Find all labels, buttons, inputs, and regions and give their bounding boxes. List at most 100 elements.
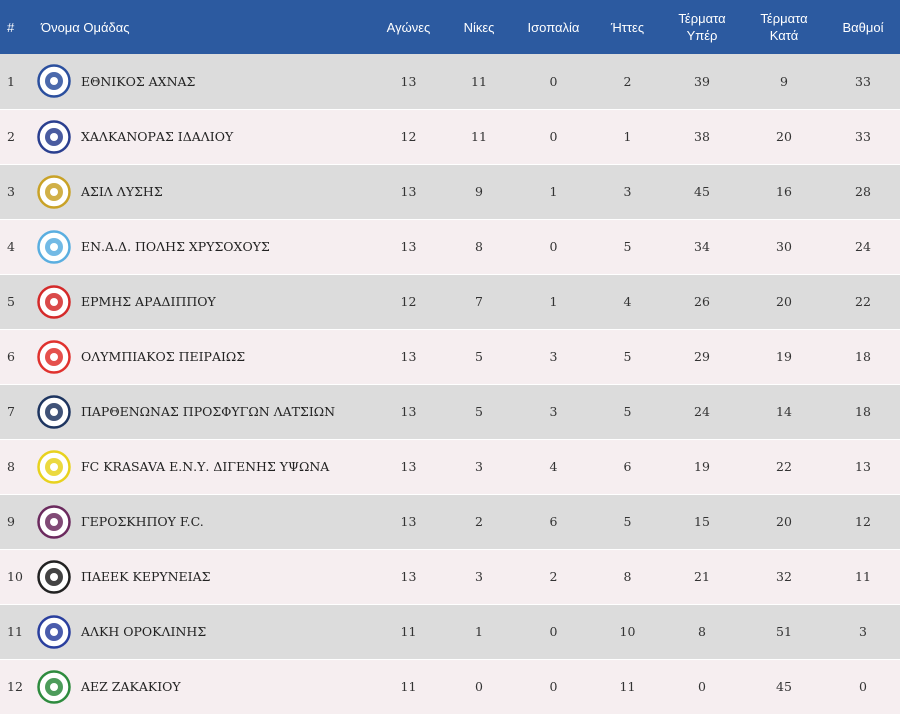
- team-name: FC KRASAVA Ε.Ν.Υ. ΔΙΓΕΝΗΣ ΥΨΩΝΑ: [81, 459, 330, 474]
- draws-cell: 0: [514, 658, 593, 714]
- team-name: ΑΕΖ ΖΑΚΑΚΙΟΥ: [81, 679, 181, 695]
- header-position: #: [7, 19, 15, 35]
- table-row: 5 ΕΡΜΗΣ ΑΡΑΔΙΠΠΟΥ 12 7 1 4 26 20 22: [0, 273, 900, 329]
- team-link[interactable]: ΧΑΛΚΑΝΟΡΑΣ ΙΔΑΛΙΟΥ: [36, 119, 373, 155]
- goals-against-cell: 22: [742, 438, 826, 494]
- goals-against-cell: 19: [742, 328, 826, 384]
- header-losses: Ήττες: [610, 19, 645, 35]
- team-crest-icon: [36, 119, 72, 155]
- team-link[interactable]: ΑΛΚΗ ΟΡΟΚΛΙΝΗΣ: [36, 614, 373, 650]
- team-name: ΕΡΜΗΣ ΑΡΑΔΙΠΠΟΥ: [81, 294, 216, 309]
- played-cell: 13: [373, 163, 444, 219]
- goals-for-cell: 15: [662, 493, 742, 549]
- team-cell: FC KRASAVA Ε.Ν.Υ. ΔΙΓΕΝΗΣ ΥΨΩΝΑ: [33, 438, 373, 494]
- points-cell: 13: [826, 438, 900, 494]
- draws-cell: 0: [514, 108, 593, 164]
- team-link[interactable]: ΑΣΙΛ ΛΥΣΗΣ: [36, 174, 373, 210]
- losses-cell: 1: [593, 108, 662, 164]
- draws-cell: 0: [514, 603, 593, 659]
- team-link[interactable]: ΕΘΝΙΚΟΣ ΑΧΝΑΣ: [36, 63, 373, 99]
- losses-cell: 11: [593, 658, 662, 714]
- goals-for-cell: 0: [662, 658, 742, 714]
- team-crest-icon: [36, 504, 72, 540]
- team-crest-icon: [36, 614, 72, 650]
- goals-against-cell: 30: [742, 218, 826, 274]
- wins-cell: 0: [444, 658, 514, 714]
- goals-against-cell: 20: [742, 108, 826, 164]
- wins-cell: 8: [444, 218, 514, 274]
- header-played: Αγώνες: [386, 19, 431, 35]
- draws-cell: 3: [514, 383, 593, 439]
- table-row: 11 ΑΛΚΗ ΟΡΟΚΛΙΝΗΣ 11 1 0 10 8 51 3: [0, 603, 900, 659]
- team-crest-icon: [36, 229, 72, 265]
- position-cell: 5: [0, 273, 33, 329]
- team-name: ΕΝ.Α.Δ. ΠΟΛΗΣ ΧΡΥΣΟΧΟΥΣ: [81, 239, 270, 254]
- team-name: ΟΛΥΜΠΙΑΚΟΣ ΠΕΙΡΑΙΩΣ: [81, 349, 246, 364]
- draws-cell: 1: [514, 163, 593, 219]
- wins-cell: 3: [444, 438, 514, 494]
- goals-for-cell: 39: [694, 73, 710, 89]
- team-link[interactable]: ΕΝ.Α.Δ. ΠΟΛΗΣ ΧΡΥΣΟΧΟΥΣ: [36, 229, 373, 265]
- wins-cell: 3: [444, 548, 514, 604]
- team-crest-icon: [36, 559, 72, 595]
- team-link[interactable]: ΓΕΡΟΣΚΗΠΟΥ F.C.: [36, 504, 373, 540]
- draws-cell: 2: [514, 548, 593, 604]
- position-cell: 11: [0, 603, 33, 659]
- team-name: ΓΕΡΟΣΚΗΠΟΥ F.C.: [81, 514, 204, 529]
- goals-for-cell: 26: [662, 273, 742, 329]
- losses-cell: 6: [593, 438, 662, 494]
- team-link[interactable]: ΟΛΥΜΠΙΑΚΟΣ ΠΕΙΡΑΙΩΣ: [36, 339, 373, 375]
- goals-against-cell: 16: [742, 163, 826, 219]
- table-row: 10 ΠΑΕΕΚ ΚΕΡΥΝΕΙΑΣ 13 3 2 8 21 32 11: [0, 548, 900, 604]
- team-link[interactable]: ΑΕΖ ΖΑΚΑΚΙΟΥ: [36, 669, 373, 705]
- losses-cell: 5: [593, 218, 662, 274]
- played-cell: 11: [373, 603, 444, 659]
- team-crest-icon: [36, 449, 72, 485]
- team-link[interactable]: ΕΡΜΗΣ ΑΡΑΔΙΠΠΟΥ: [36, 284, 373, 320]
- wins-cell: 5: [444, 328, 514, 384]
- position-cell: 8: [0, 438, 33, 494]
- team-cell: ΕΝ.Α.Δ. ΠΟΛΗΣ ΧΡΥΣΟΧΟΥΣ: [33, 218, 373, 274]
- position-cell: 10: [0, 548, 33, 604]
- team-cell: ΠΑΕΕΚ ΚΕΡΥΝΕΙΑΣ: [33, 548, 373, 604]
- draws-cell: 0: [549, 73, 558, 89]
- played-cell: 13: [373, 438, 444, 494]
- team-link[interactable]: FC KRASAVA Ε.Ν.Υ. ΔΙΓΕΝΗΣ ΥΨΩΝΑ: [36, 449, 373, 485]
- team-crest-icon: [36, 63, 72, 99]
- team-link[interactable]: ΠΑΕΕΚ ΚΕΡΥΝΕΙΑΣ: [36, 559, 373, 595]
- losses-cell: 5: [593, 383, 662, 439]
- points-cell: 18: [826, 383, 900, 439]
- played-cell: 11: [373, 658, 444, 714]
- losses-cell: 3: [593, 163, 662, 219]
- losses-cell: 8: [593, 548, 662, 604]
- played-cell: 12: [373, 273, 444, 329]
- goals-against-cell: 9: [780, 73, 788, 89]
- points-cell: 12: [826, 493, 900, 549]
- table-row: 4 ΕΝ.Α.Δ. ΠΟΛΗΣ ΧΡΥΣΟΧΟΥΣ 13 8 0 5 34 30 24: [0, 218, 900, 274]
- team-link[interactable]: ΠΑΡΘΕΝΩΝΑΣ ΠΡΟΣΦΥΓΩΝ ΛΑΤΣΙΩΝ: [36, 394, 373, 430]
- table-row: 6 ΟΛΥΜΠΙΑΚΟΣ ΠΕΙΡΑΙΩΣ 13 5 3 5 29 19 18: [0, 328, 900, 384]
- goals-against-cell: 45: [742, 658, 826, 714]
- team-crest-icon: [36, 174, 72, 210]
- goals-for-cell: 8: [662, 603, 742, 659]
- table-row: 1 ΕΘΝΙΚΟΣ ΑΧΝΑΣ 13 11 0 2 39 9 33: [0, 54, 900, 109]
- table-row: 9 ΓΕΡΟΣΚΗΠΟΥ F.C. 13 2 6 5 15 20 12: [0, 493, 900, 549]
- goals-against-cell: 20: [742, 273, 826, 329]
- goals-for-cell: 29: [662, 328, 742, 384]
- wins-cell: 11: [444, 108, 514, 164]
- points-cell: 28: [826, 163, 900, 219]
- team-crest-icon: [36, 284, 72, 320]
- wins-cell: 1: [444, 603, 514, 659]
- team-cell: ΕΡΜΗΣ ΑΡΑΔΙΠΠΟΥ: [33, 273, 373, 329]
- position-cell: 1: [7, 73, 15, 89]
- header-goals-against: Τέρματα Κατά: [760, 11, 808, 43]
- points-cell: 0: [826, 658, 900, 714]
- points-cell: 22: [826, 273, 900, 329]
- team-cell: ΠΑΡΘΕΝΩΝΑΣ ΠΡΟΣΦΥΓΩΝ ΛΑΤΣΙΩΝ: [33, 383, 373, 439]
- goals-against-cell: 51: [742, 603, 826, 659]
- wins-cell: 11: [471, 73, 487, 89]
- position-cell: 6: [0, 328, 33, 384]
- wins-cell: 7: [444, 273, 514, 329]
- header-points: Βαθμοί: [842, 19, 884, 35]
